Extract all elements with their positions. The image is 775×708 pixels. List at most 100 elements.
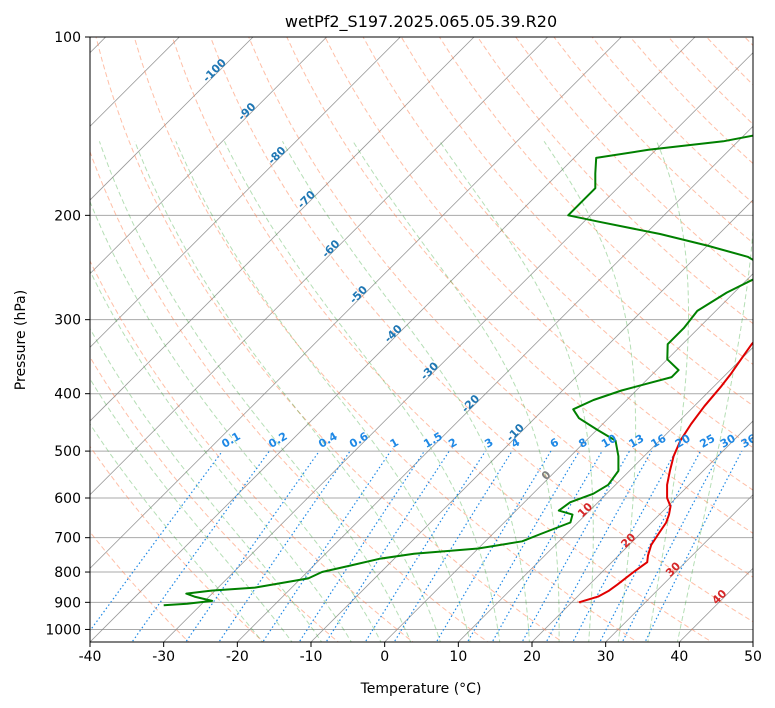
mixing-ratio-label: 6 — [548, 435, 561, 450]
isotherm-label: -50 — [347, 283, 370, 306]
moist-adiabat-line — [676, 223, 753, 642]
isotherm-line — [90, 37, 401, 348]
mixing-ratio-line — [185, 450, 320, 642]
temperature-profile-line — [578, 341, 753, 604]
dry-adiabat-line — [477, 37, 753, 325]
moist-adiabat-line — [223, 141, 501, 642]
isotherm-line — [752, 641, 753, 642]
isotherm-line — [236, 125, 753, 642]
dry-adiabat-line — [362, 37, 753, 449]
y-tick-label: 500 — [54, 444, 81, 460]
moist-adiabat-line — [282, 141, 530, 642]
mixing-ratio-label: 1.5 — [421, 430, 444, 451]
x-tick-label: 10 — [449, 649, 467, 665]
y-tick-label: 400 — [54, 387, 81, 403]
isotherm-line — [90, 37, 622, 569]
moist-adiabat-line — [90, 423, 264, 642]
x-tick-label: -30 — [152, 649, 175, 665]
isotherm-label: -100 — [200, 56, 229, 85]
moist-adiabat-line — [134, 141, 441, 642]
mixing-ratio-label: 25 — [698, 432, 718, 451]
mixing-ratio-label: 0.6 — [347, 430, 371, 451]
mixing-ratio-line — [90, 450, 223, 632]
isotherm-line — [678, 567, 753, 642]
mixing-ratio-line — [466, 450, 580, 642]
dry-adiabat-line — [591, 37, 753, 204]
dewpoint-profile-line — [163, 134, 753, 607]
isotherm-line — [90, 37, 328, 275]
mixing-ratio-line — [218, 450, 351, 642]
moist-adiabat-line — [90, 327, 323, 642]
isotherm-label: 40 — [709, 587, 729, 607]
dry-adiabat-line — [744, 37, 753, 47]
x-tick-label: 50 — [744, 649, 762, 665]
moist-adiabat-line — [90, 269, 352, 642]
y-tick-label: 200 — [54, 208, 81, 224]
mixing-ratio-label: 13 — [626, 432, 646, 451]
x-axis-label: Temperature (°C) — [360, 681, 482, 697]
series-layer — [163, 134, 753, 607]
x-tick-label: 40 — [670, 649, 688, 665]
moist-adiabat-line — [439, 141, 594, 642]
plot-frame — [89, 36, 754, 643]
background-lines — [90, 37, 753, 642]
isotherm-line — [90, 37, 696, 642]
mixing-ratio-line — [325, 450, 450, 642]
y-tick-label: 700 — [54, 531, 81, 547]
isotherm-line — [384, 273, 753, 642]
y-tick-label: 900 — [54, 595, 81, 611]
mixing-ratio-label: 20 — [673, 432, 693, 451]
isotherm-line — [457, 346, 753, 642]
moist-adiabat-line — [543, 141, 637, 642]
y-axis: 100 200 300 400 500 600 700 800 900 1000 — [45, 30, 90, 638]
moist-adiabat-line — [175, 141, 471, 642]
chart-title: wetPf2_S197.2025.065.05.39.R20 — [285, 12, 557, 32]
dry-adiabat-line — [90, 445, 265, 642]
y-axis-label: Pressure (hPa) — [13, 290, 29, 390]
x-tick-label: -20 — [226, 649, 249, 665]
mixing-ratio-label: 0.2 — [266, 430, 289, 451]
isotherm-line — [90, 37, 254, 201]
isotherm-line — [605, 494, 753, 642]
mixing-ratio-label: 1 — [388, 436, 401, 451]
mixing-ratio-line — [599, 450, 702, 642]
isotherm-line — [90, 37, 180, 127]
y-tick-label: 1000 — [45, 622, 81, 638]
x-tick-label: -10 — [300, 649, 323, 665]
dry-adiabat-line — [171, 37, 713, 642]
line-labels: 0.1 0.2 0.4 0.6 1 1.5 2 3 4 6 8 10 13 16 20 25 30 36-100-… — [200, 56, 759, 607]
mixing-ratio-label: 2 — [446, 436, 459, 451]
dry-adiabat-line — [515, 37, 753, 284]
mixing-ratio-label: 3 — [482, 436, 495, 451]
mixing-ratio-line — [621, 450, 722, 642]
moist-adiabat-line — [647, 141, 689, 642]
x-tick-label: 30 — [597, 649, 615, 665]
mixing-ratio-line — [644, 450, 743, 642]
x-tick-label: 20 — [523, 649, 541, 665]
isotherm-label: -20 — [459, 392, 482, 415]
isotherm-line — [90, 37, 475, 422]
dry-adiabat-line — [90, 259, 414, 642]
x-axis: -40 -30 -20 -10 0 10 20 30 40 50 — [79, 642, 762, 665]
moist-adiabat-line — [90, 377, 293, 642]
dry-adiabat-line — [90, 150, 489, 642]
isotherm-label: -10 — [504, 421, 527, 444]
y-tick-label: 300 — [54, 313, 81, 329]
mixing-ratio-label: 36 — [739, 432, 759, 451]
dry-adiabat-line — [553, 37, 753, 244]
isotherm-label: 10 — [575, 500, 595, 520]
dry-adiabat-line — [324, 37, 753, 491]
isotherm-line — [163, 52, 753, 642]
isotherm-label: 30 — [663, 559, 683, 579]
dry-adiabat-line — [248, 37, 753, 578]
y-tick-label: 800 — [54, 565, 81, 581]
mixing-ratio-line — [393, 450, 513, 642]
moist-adiabat-line — [98, 141, 412, 642]
dry-adiabat-line — [90, 531, 190, 642]
mixing-ratio-line — [298, 450, 425, 642]
moist-adiabat-line — [352, 141, 560, 642]
isotherm-line — [531, 420, 753, 642]
dry-adiabat-line — [210, 37, 753, 623]
mixing-ratio-line — [131, 450, 270, 642]
